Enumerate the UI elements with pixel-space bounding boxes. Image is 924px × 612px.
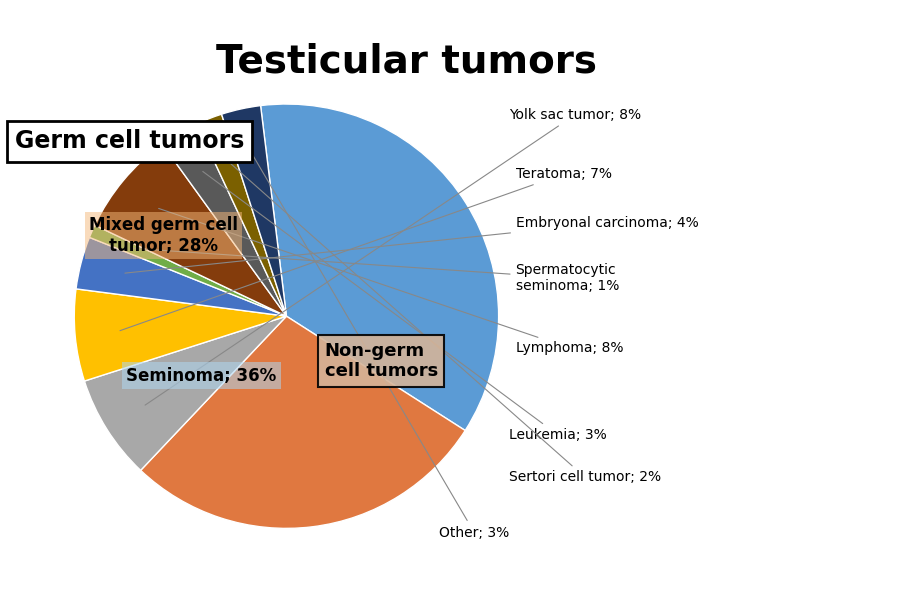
Wedge shape [222, 106, 286, 316]
Text: Lymphoma; 8%: Lymphoma; 8% [159, 209, 623, 355]
Text: Mixed germ cell
tumor; 28%: Mixed germ cell tumor; 28% [89, 216, 237, 255]
Text: Germ cell tumors: Germ cell tumors [15, 130, 244, 154]
Text: Leukemia; 3%: Leukemia; 3% [202, 171, 607, 442]
Text: Embryonal carcinoma; 4%: Embryonal carcinoma; 4% [125, 216, 699, 273]
Text: Non-germ
cell tumors: Non-germ cell tumors [324, 341, 438, 381]
Wedge shape [95, 144, 286, 316]
Wedge shape [84, 316, 286, 471]
Wedge shape [140, 316, 465, 528]
Text: Seminoma; 36%: Seminoma; 36% [127, 367, 276, 384]
Wedge shape [74, 289, 286, 381]
Text: Sertori cell tumor; 2%: Sertori cell tumor; 2% [226, 160, 662, 485]
Wedge shape [197, 114, 286, 316]
Text: Testicular tumors: Testicular tumors [216, 43, 597, 81]
Wedge shape [90, 225, 286, 316]
Wedge shape [261, 104, 499, 430]
Wedge shape [163, 124, 286, 316]
Text: Yolk sac tumor; 8%: Yolk sac tumor; 8% [145, 108, 641, 405]
Text: Teratoma; 7%: Teratoma; 7% [120, 167, 612, 330]
Wedge shape [76, 237, 286, 316]
Text: Other; 3%: Other; 3% [251, 153, 509, 540]
Text: Spermatocytic
seminoma; 1%: Spermatocytic seminoma; 1% [134, 248, 619, 293]
